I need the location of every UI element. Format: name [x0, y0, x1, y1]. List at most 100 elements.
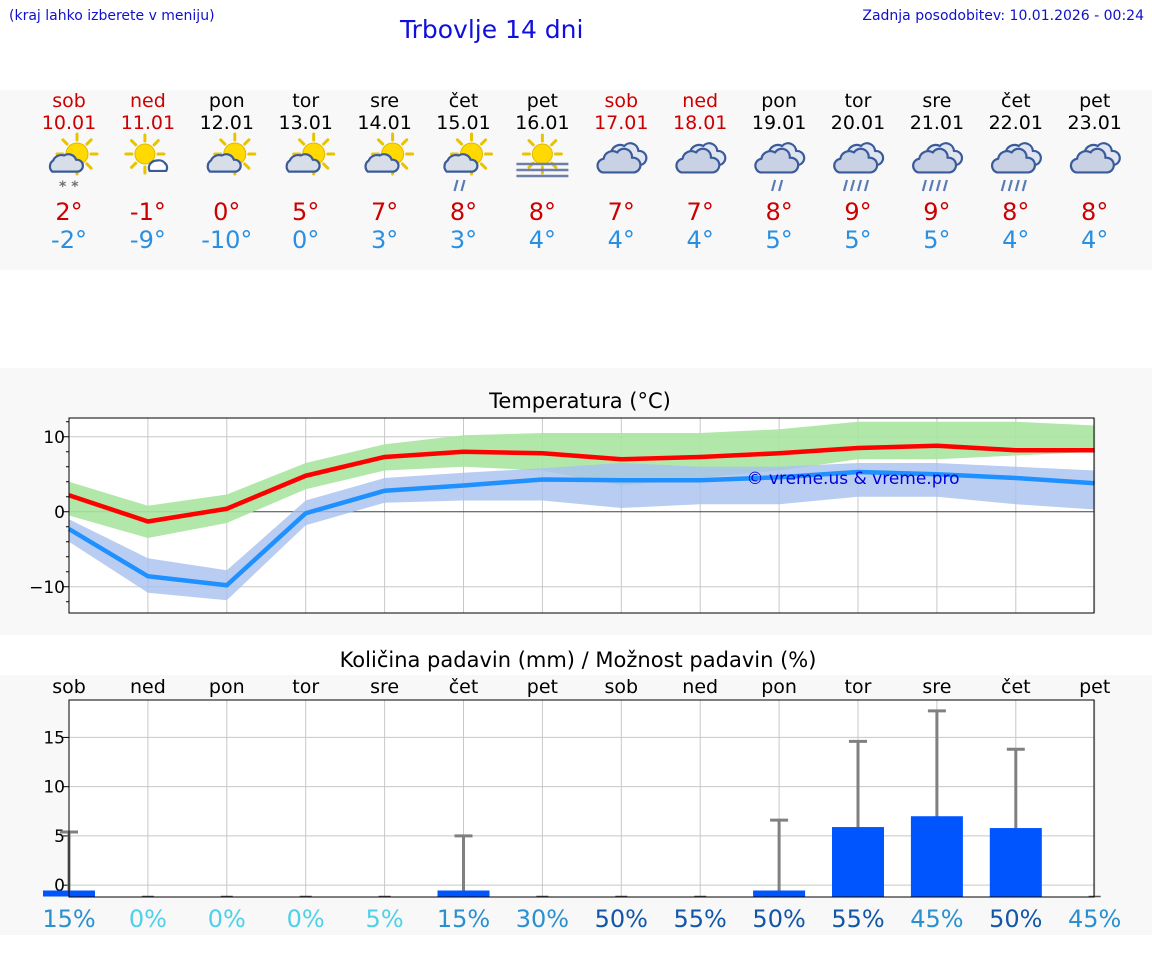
- precip-day-label: sre: [370, 676, 399, 698]
- day-date: 19.01: [752, 112, 806, 134]
- cloud-shape: [206, 153, 242, 173]
- day-date: 11.01: [121, 112, 175, 134]
- cloudy-icon: [675, 142, 727, 174]
- cloud-rain-icon: [833, 142, 885, 192]
- temp-max: 8°: [1081, 198, 1108, 226]
- day-date: 22.01: [989, 112, 1043, 134]
- cloud-shape: [147, 159, 169, 173]
- cloud-shape: [1069, 147, 1115, 174]
- cloud-shape: [364, 153, 400, 173]
- precip-chance-label: 50%: [989, 905, 1042, 933]
- precip-chance-label: 55%: [674, 905, 727, 933]
- sun-ray: [376, 138, 385, 146]
- precip-day-label: ned: [130, 676, 166, 698]
- temp-min: 4°: [1002, 226, 1029, 254]
- cloud-shape: [443, 153, 479, 173]
- cloud-shape: [754, 147, 800, 174]
- temp-min: -9°: [130, 226, 166, 254]
- cloud-shape: [990, 147, 1037, 174]
- rain-drop: [856, 179, 863, 192]
- day-name: čet: [449, 90, 479, 112]
- day-date: 15.01: [436, 112, 490, 134]
- temp-min: 4°: [1081, 226, 1108, 254]
- day-name: pon: [209, 90, 245, 112]
- temp-max: -1°: [130, 198, 166, 226]
- precip-day-label: pon: [209, 676, 245, 698]
- temp-max: 5°: [292, 198, 319, 226]
- temperature-plot-frame: [68, 417, 1095, 614]
- temp-min: 4°: [687, 226, 714, 254]
- precip-chance-label: 50%: [595, 905, 648, 933]
- precip-day-label: sob: [605, 676, 639, 698]
- partly-cloudy-icon: [206, 132, 257, 176]
- sun-fog-icon: [516, 133, 569, 178]
- day-date: 20.01: [831, 112, 885, 134]
- sun-ray: [219, 138, 227, 146]
- temp-min: 3°: [450, 226, 477, 254]
- day-name: čet: [1001, 90, 1031, 112]
- cloud-shape: [596, 147, 642, 174]
- sun-ray: [400, 138, 409, 146]
- precip-bar: [832, 827, 884, 897]
- precip-day-label: čet: [449, 676, 479, 698]
- precip-day-label: pet: [1079, 676, 1110, 698]
- precip-day-label: sre: [922, 676, 951, 698]
- cloud-shape: [48, 153, 84, 173]
- min-temp-line: [67, 469, 1095, 588]
- sun-disc: [134, 143, 156, 165]
- rain-drop: [778, 179, 784, 192]
- y-tick-label: 10: [43, 778, 65, 798]
- precip-chance-label: 0%: [287, 905, 325, 933]
- temp-max: 9°: [923, 198, 950, 226]
- temperature-title: Temperatura (°C): [488, 389, 671, 413]
- rain-drop: [771, 179, 777, 192]
- temp-min: -10°: [201, 226, 252, 254]
- sun-ray: [479, 138, 488, 146]
- sun-ray: [243, 162, 251, 170]
- day-name: pet: [1079, 90, 1110, 112]
- precip-chance-label: 50%: [752, 905, 805, 933]
- y-tick-label: 15: [43, 728, 65, 748]
- rain-drop: [935, 179, 941, 192]
- partly-cloudy-icon: [285, 132, 336, 176]
- temp-min: 4°: [529, 226, 556, 254]
- day-name: ned: [682, 90, 718, 112]
- temp-min: 5°: [765, 226, 792, 254]
- temp-max: 8°: [1002, 198, 1029, 226]
- partly-cloudy-snow-icon: [48, 132, 99, 176]
- day-name: ned: [130, 90, 166, 112]
- day-date: 16.01: [515, 112, 569, 134]
- temp-min: 5°: [923, 226, 950, 254]
- day-name: tor: [292, 90, 319, 112]
- temp-max: 7°: [608, 198, 635, 226]
- cloud-light-rain-icon: [754, 142, 806, 192]
- copyright-watermark: © vreme.us & vreme.pro: [746, 469, 959, 489]
- day-name: sob: [605, 90, 639, 112]
- precip-chance-label: 30%: [516, 905, 569, 933]
- temp-max: 8°: [450, 198, 477, 226]
- snow-icon: * *: [59, 179, 79, 195]
- precip-title: Količina padavin (mm) / Možnost padavin …: [340, 648, 817, 672]
- cloud-rain-icon: [990, 142, 1042, 192]
- rain-drop: [863, 179, 870, 192]
- day-date: 13.01: [278, 112, 332, 134]
- precip-bar: [910, 816, 963, 897]
- temp-max: 9°: [844, 198, 871, 226]
- day-date: 10.01: [42, 112, 96, 134]
- precip-day-label: ned: [682, 676, 718, 698]
- precip-bar: [989, 828, 1042, 897]
- cloud-shape: [675, 147, 721, 174]
- temp-max: 7°: [687, 198, 714, 226]
- day-name: pon: [761, 90, 797, 112]
- page-title: Trbovlje 14 dni: [400, 15, 584, 44]
- temp-min: 5°: [844, 226, 871, 254]
- precip-chance-label: 0%: [208, 905, 246, 933]
- cloudy-icon: [1069, 142, 1121, 174]
- y-tick-label: −10: [29, 578, 65, 598]
- cloud-shape: [285, 153, 321, 173]
- location-hint[interactable]: (kraj lahko izberete v meniju): [9, 8, 215, 24]
- day-name: sob: [52, 90, 86, 112]
- day-name: tor: [845, 90, 872, 112]
- y-tick-label: 0: [54, 503, 65, 523]
